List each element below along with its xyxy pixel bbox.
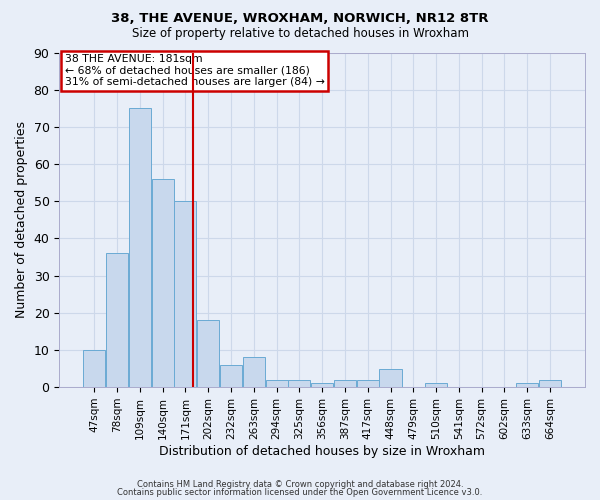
Bar: [539, 380, 561, 387]
Text: Contains HM Land Registry data © Crown copyright and database right 2024.: Contains HM Land Registry data © Crown c…: [137, 480, 463, 489]
Text: Contains public sector information licensed under the Open Government Licence v3: Contains public sector information licen…: [118, 488, 482, 497]
Bar: [516, 384, 538, 387]
Bar: [334, 380, 356, 387]
Bar: [152, 179, 173, 387]
Bar: [83, 350, 105, 387]
Bar: [220, 365, 242, 387]
Text: 38, THE AVENUE, WROXHAM, NORWICH, NR12 8TR: 38, THE AVENUE, WROXHAM, NORWICH, NR12 8…: [111, 12, 489, 26]
Bar: [266, 380, 287, 387]
Bar: [425, 384, 447, 387]
Text: 38 THE AVENUE: 181sqm
← 68% of detached houses are smaller (186)
31% of semi-det: 38 THE AVENUE: 181sqm ← 68% of detached …: [65, 54, 325, 88]
Bar: [106, 254, 128, 387]
Bar: [356, 380, 379, 387]
Text: Size of property relative to detached houses in Wroxham: Size of property relative to detached ho…: [131, 28, 469, 40]
Bar: [197, 320, 219, 387]
X-axis label: Distribution of detached houses by size in Wroxham: Distribution of detached houses by size …: [159, 444, 485, 458]
Bar: [311, 384, 333, 387]
Bar: [175, 201, 196, 387]
Y-axis label: Number of detached properties: Number of detached properties: [15, 122, 28, 318]
Bar: [379, 368, 401, 387]
Bar: [288, 380, 310, 387]
Bar: [129, 108, 151, 387]
Bar: [243, 358, 265, 387]
